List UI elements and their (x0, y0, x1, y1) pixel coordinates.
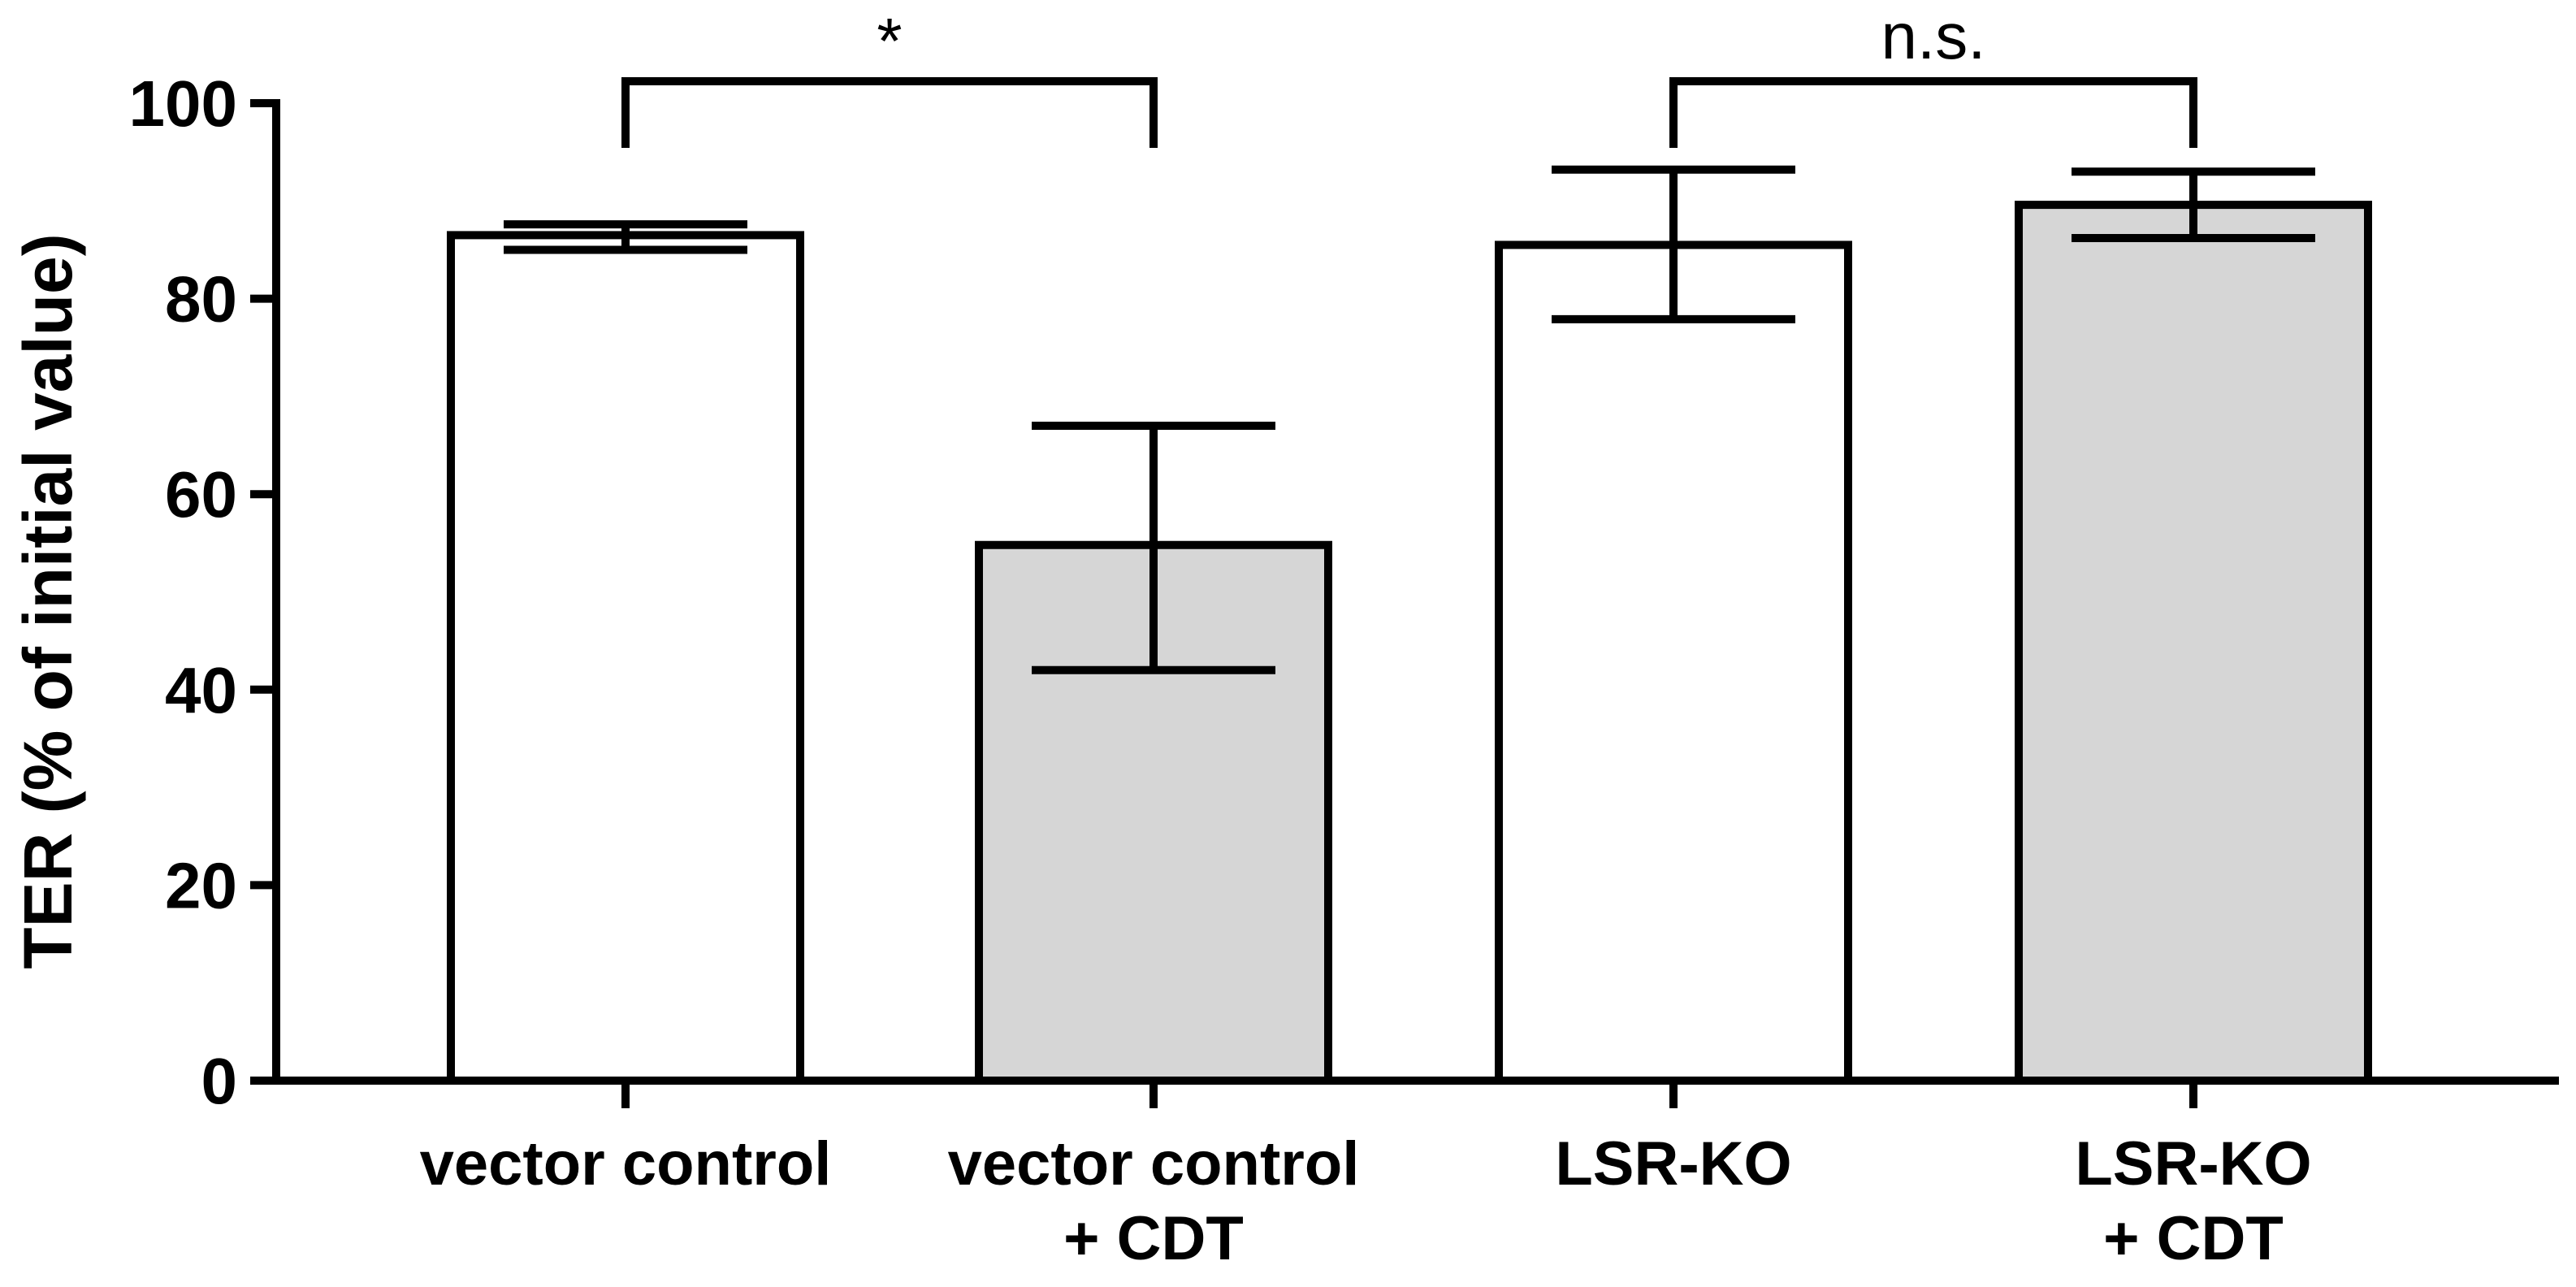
y-tick-label-20: 20 (165, 849, 237, 921)
significance-label: n.s. (1881, 0, 1986, 72)
axes-layer (250, 99, 2559, 1108)
y-tick-label-100: 100 (129, 67, 237, 140)
error-bar-2 (1032, 421, 1275, 674)
bar-3 (1495, 240, 1852, 1085)
significance-layer: * n.s. (621, 0, 2197, 148)
x-tick-label-3: LSR-KO (1555, 1129, 1791, 1198)
bars-layer (447, 201, 2372, 1085)
x-tick-label-2-line-2: + CDT (1063, 1204, 1244, 1273)
x-tick-label-1: vector control (420, 1129, 832, 1198)
error-bar-3 (1552, 165, 1795, 323)
x-tick-label-4-line-1: LSR-KO (2075, 1129, 2311, 1198)
bar-4 (2015, 201, 2372, 1085)
error-bar-1 (504, 220, 747, 254)
x-tick-label-4-line-2: + CDT (2103, 1204, 2284, 1273)
significance-bracket-line (621, 77, 1158, 148)
y-tick-label-80: 80 (165, 263, 237, 336)
significance-label: * (877, 5, 902, 77)
significance-bracket-line (1669, 77, 2197, 148)
significance-bracket-1: * (621, 5, 1158, 148)
y-axis-title-group: TER (% of initial value) (10, 233, 86, 968)
y-axis-title: TER (% of initial value) (10, 233, 86, 968)
significance-bracket-2: n.s. (1669, 0, 2197, 148)
y-tick-label-40: 40 (165, 654, 237, 726)
y-tick-label-60: 60 (165, 458, 237, 531)
error-bars-layer (504, 165, 2315, 674)
y-tick-label-0: 0 (201, 1045, 238, 1117)
bar-1 (447, 231, 804, 1085)
error-bar-4 (2072, 167, 2315, 243)
x-tick-label-2-line-1: vector control (948, 1129, 1360, 1198)
labels-layer: 0 20 40 60 80 100 vector control vector control… (129, 67, 2312, 1273)
